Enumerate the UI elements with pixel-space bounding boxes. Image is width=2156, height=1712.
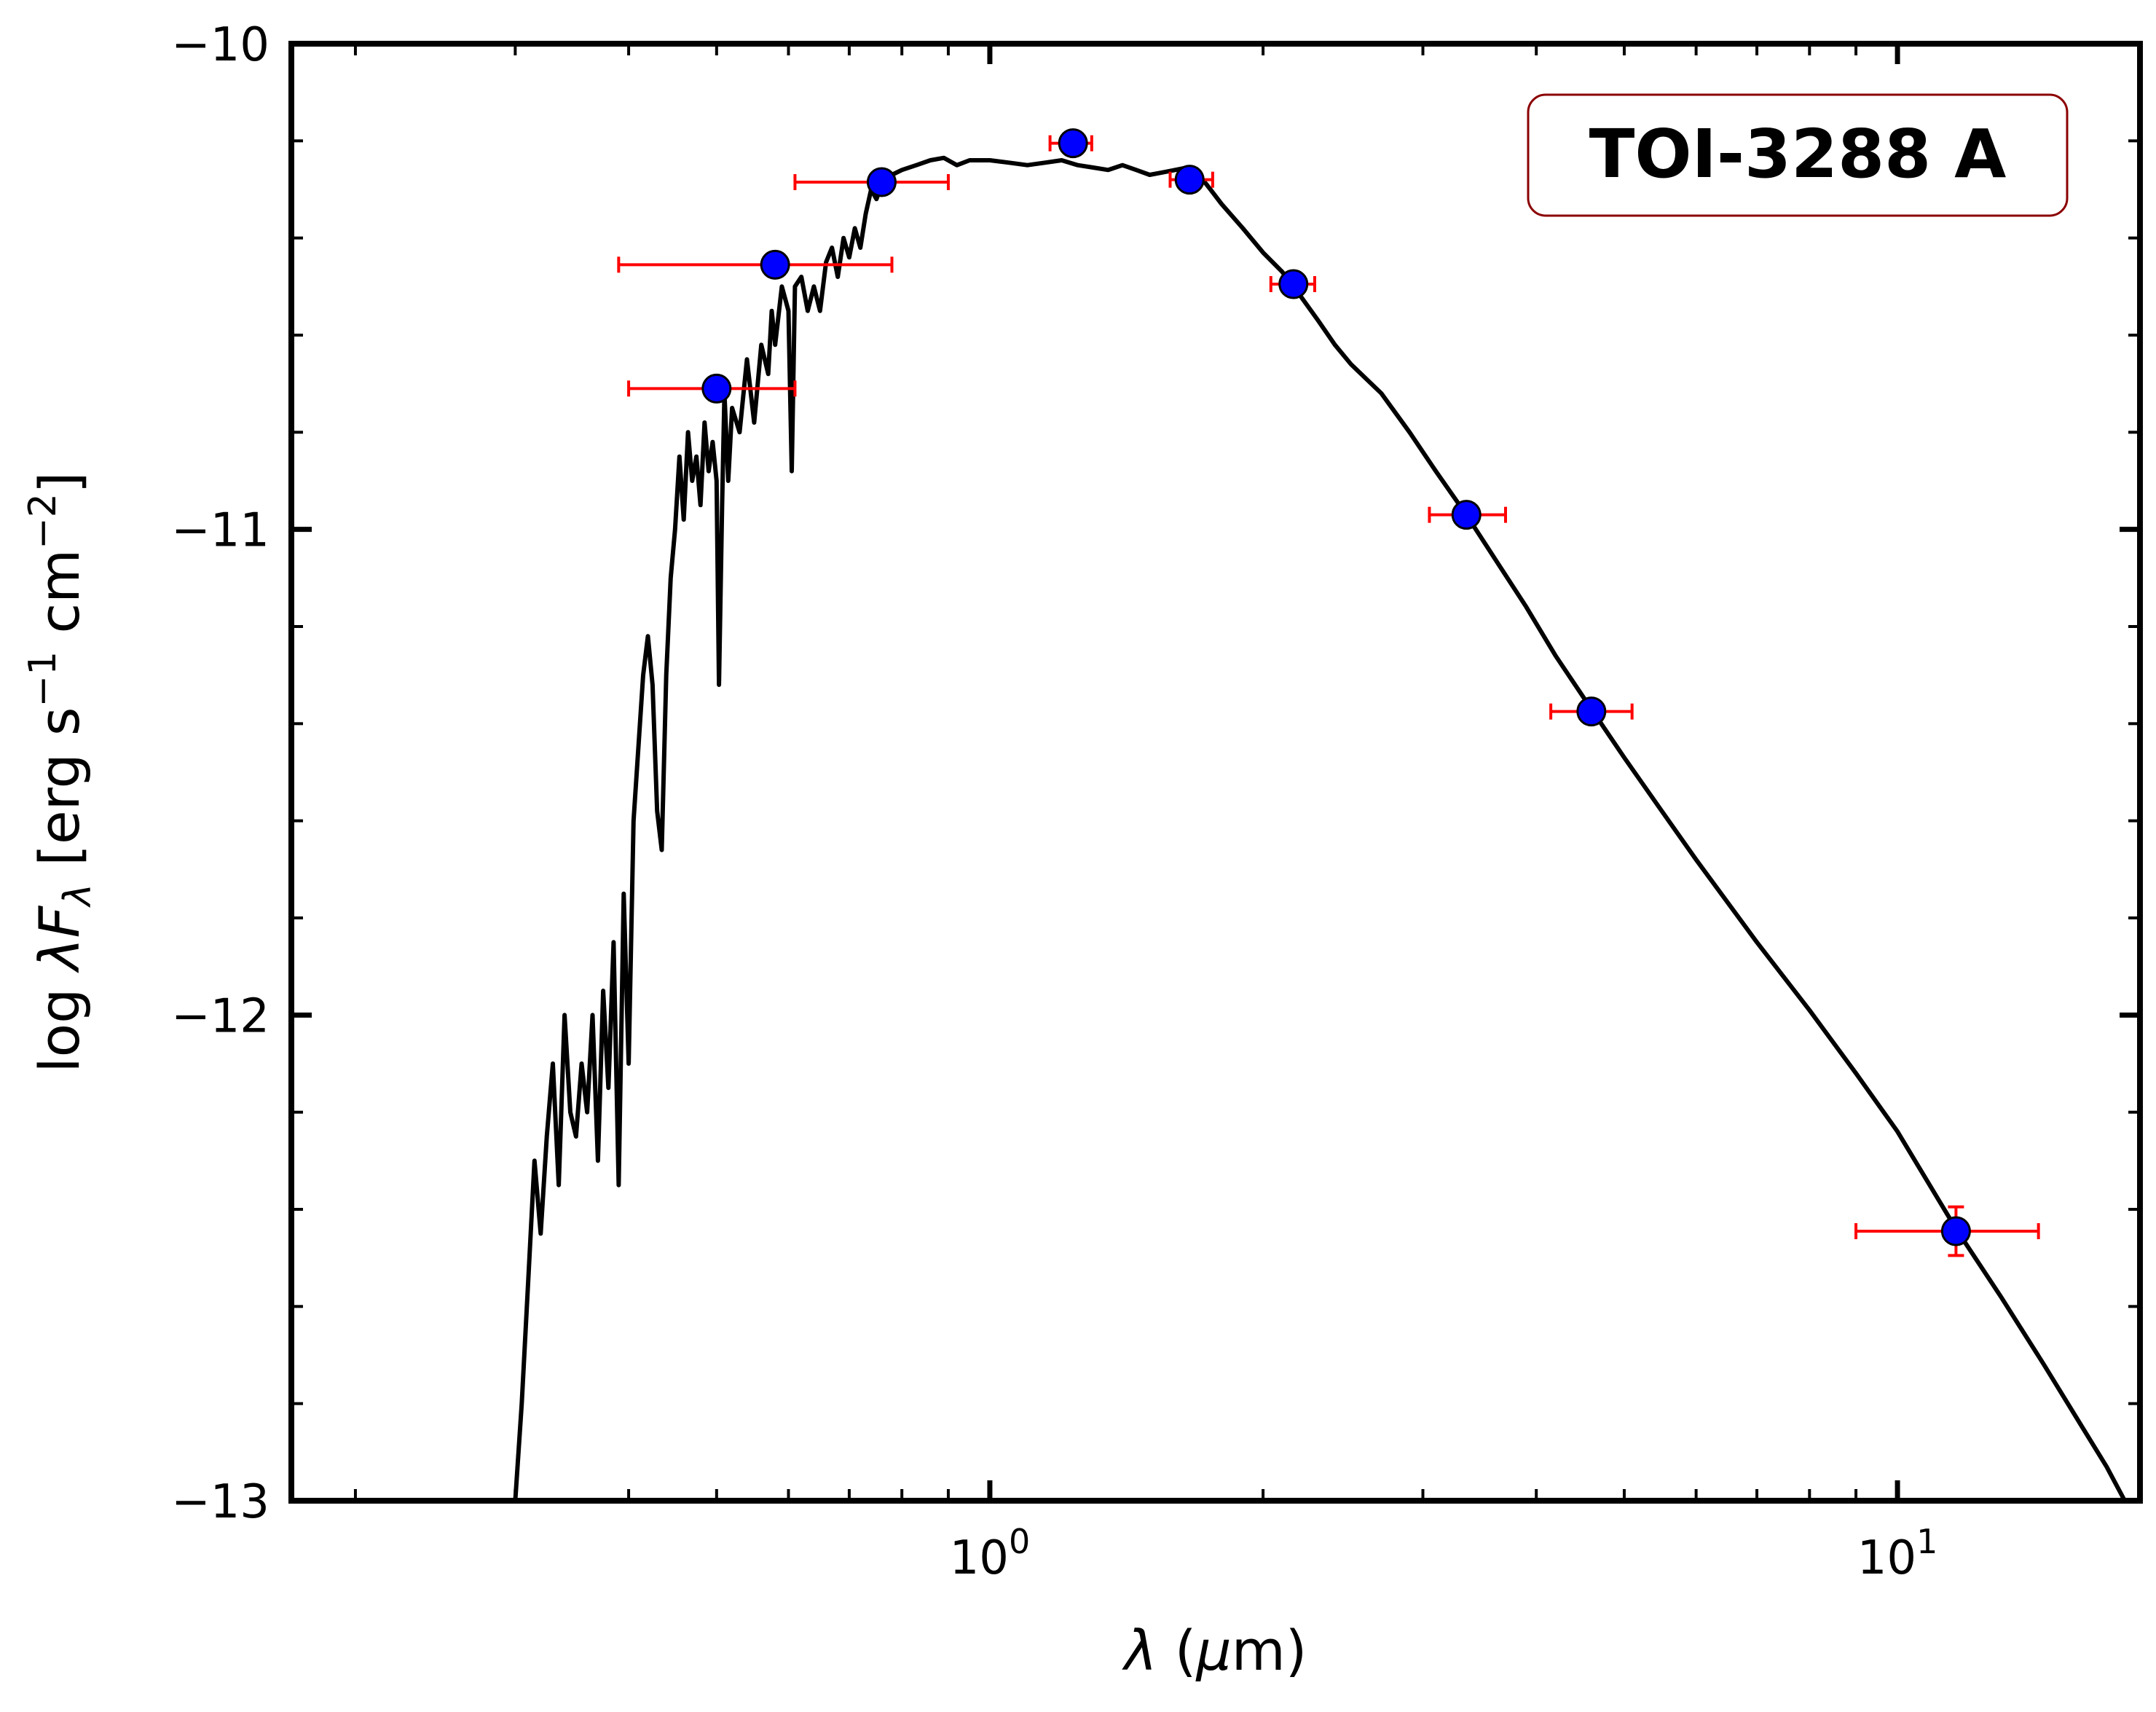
photometry-point-5 (1168, 165, 1214, 195)
plot-frame (288, 41, 2143, 1504)
photometry-point-2 (617, 249, 894, 280)
y-tick-label: −11 (171, 504, 270, 558)
y-tick-label: −12 (171, 989, 270, 1043)
photometry-marker (760, 249, 790, 280)
photometry-marker (701, 373, 732, 404)
y-axis-label: log λFλ [erg s−1 cm−2] (21, 472, 100, 1073)
star-name-label: TOI-3288 A (1589, 115, 2007, 193)
plot-area (513, 128, 2127, 1502)
photometry-marker (1174, 165, 1205, 195)
photometry-point-8 (1549, 696, 1634, 727)
x-axis-label: λ (μm) (1122, 1618, 1307, 1683)
x-tick-label: 101 (1857, 1522, 1938, 1585)
photometry-point-3 (793, 167, 950, 197)
photometry-marker (1278, 269, 1309, 299)
photometry-point-6 (1269, 269, 1316, 299)
star-name-badge-box (1527, 93, 2069, 217)
photometry-marker (1940, 1216, 1971, 1246)
photometry-point-9 (1854, 1205, 2040, 1257)
photometry-marker (1576, 696, 1607, 727)
x-tick-label: 100 (950, 1522, 1031, 1585)
star-name-badge: TOI-3288 A (1527, 93, 2069, 217)
photometry-point-4 (1048, 128, 1093, 159)
photometry-point-7 (1428, 500, 1507, 530)
y-tick-label: −13 (171, 1475, 270, 1529)
photometry-marker (1451, 500, 1482, 530)
photometry-marker (1058, 128, 1088, 159)
y-tick-label: −10 (171, 18, 270, 72)
axis-ticks (291, 44, 2140, 1504)
photometry-point-1 (627, 373, 797, 404)
model-spectrum-line (513, 155, 2127, 1502)
axis-labels: −10 −11 −12 −13 100 101 λ (μm) log λFλ [erg s−1… (21, 18, 1937, 1683)
photometry-marker (866, 167, 897, 197)
